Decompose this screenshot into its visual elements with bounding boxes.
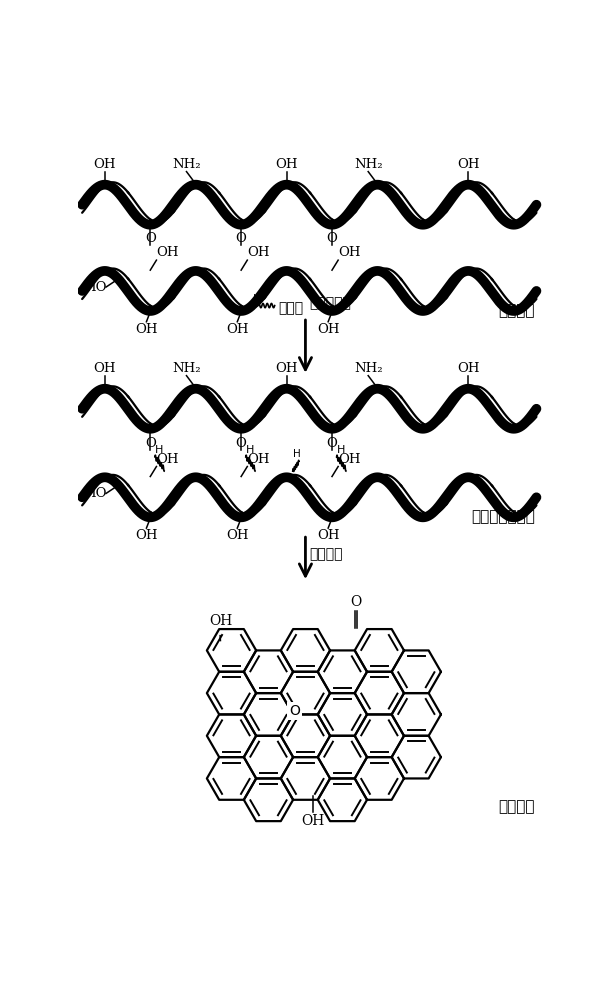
Text: O: O bbox=[236, 437, 247, 450]
Text: OH: OH bbox=[338, 246, 360, 259]
Text: 高温碳化: 高温碳化 bbox=[309, 547, 343, 561]
Text: 活化剂浸泡: 活化剂浸泡 bbox=[309, 296, 351, 310]
Text: OH: OH bbox=[157, 453, 179, 466]
Text: O: O bbox=[145, 232, 156, 245]
Text: H: H bbox=[246, 445, 254, 455]
Text: O: O bbox=[289, 704, 300, 718]
Text: 活化剂: 活化剂 bbox=[278, 301, 303, 315]
Text: OH: OH bbox=[301, 814, 324, 828]
Text: 碳化蚕丝: 碳化蚕丝 bbox=[499, 800, 535, 815]
Text: OH: OH bbox=[338, 453, 360, 466]
Text: OH: OH bbox=[93, 362, 116, 375]
Text: 活化后天然蚕丝: 活化后天然蚕丝 bbox=[471, 509, 535, 524]
Text: NH₂: NH₂ bbox=[354, 158, 383, 171]
Text: OH: OH bbox=[457, 362, 480, 375]
Text: OH: OH bbox=[275, 362, 298, 375]
Text: O: O bbox=[236, 232, 247, 245]
Text: O: O bbox=[327, 232, 338, 245]
Text: H: H bbox=[155, 445, 163, 455]
Text: HO: HO bbox=[85, 487, 107, 500]
Text: OH: OH bbox=[157, 246, 179, 259]
Text: OH: OH bbox=[457, 158, 480, 171]
Text: NH₂: NH₂ bbox=[172, 362, 201, 375]
Text: OH: OH bbox=[135, 529, 158, 542]
Text: OH: OH bbox=[317, 323, 340, 336]
Text: HO: HO bbox=[85, 281, 107, 294]
Text: OH: OH bbox=[317, 529, 340, 542]
Text: H: H bbox=[253, 294, 261, 304]
Text: 天然蚕丝: 天然蚕丝 bbox=[499, 303, 535, 318]
Text: O: O bbox=[327, 437, 338, 450]
Text: O: O bbox=[145, 437, 156, 450]
Text: H: H bbox=[293, 449, 300, 459]
Text: OH: OH bbox=[226, 323, 249, 336]
Text: H: H bbox=[336, 445, 345, 455]
Text: NH₂: NH₂ bbox=[354, 362, 383, 375]
Text: O: O bbox=[350, 595, 362, 609]
Text: NH₂: NH₂ bbox=[172, 158, 201, 171]
Text: OH: OH bbox=[93, 158, 116, 171]
Text: OH: OH bbox=[247, 453, 270, 466]
Text: OH: OH bbox=[135, 323, 158, 336]
Text: OH: OH bbox=[275, 158, 298, 171]
Text: OH: OH bbox=[226, 529, 249, 542]
Text: OH: OH bbox=[247, 246, 270, 259]
Text: OH: OH bbox=[209, 614, 233, 628]
